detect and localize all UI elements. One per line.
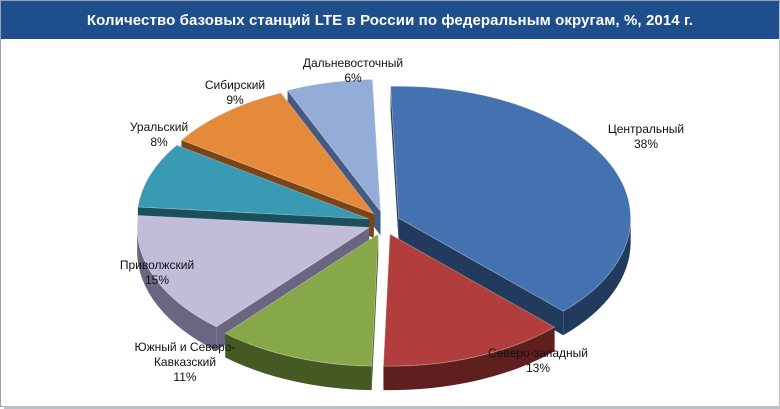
pie-slice-top: [136, 215, 371, 328]
pie-slice-0: [390, 85, 632, 336]
pie-slice-1: [383, 233, 556, 391]
pie-slice-wall: [390, 86, 399, 243]
pie-slice-top: [390, 85, 632, 312]
pie-label-1: Северо-западный 13%: [488, 346, 588, 375]
pie-slice-top: [383, 233, 556, 367]
pie-slice-top: [224, 233, 379, 367]
pie-slice-side: [563, 218, 631, 336]
pie-label-3: Приволжский 15%: [120, 258, 194, 287]
pie-label-6: Дальневосточный 6%: [303, 56, 403, 85]
pie-label-4: Уральский 8%: [130, 120, 188, 149]
pie-slice-top: [180, 92, 375, 215]
pie-slice-top: [286, 78, 381, 213]
pie-slice-2: [224, 233, 379, 391]
pie-slice-side: [383, 327, 555, 391]
pie-label-5: Сибирский 9%: [205, 78, 265, 107]
pie-slice-wall: [398, 218, 564, 336]
pie-label-0: Центральный 38%: [608, 122, 684, 151]
pie-label-2: Южный и Северо-Кавказский 11%: [134, 340, 235, 384]
pie-slice-top: [137, 144, 370, 220]
pie-slice-side: [137, 227, 217, 351]
pie-slice-wall: [371, 234, 379, 391]
pie-slice-side: [225, 333, 372, 391]
chart-title: Количество базовых станций LTE в России …: [1, 1, 779, 39]
